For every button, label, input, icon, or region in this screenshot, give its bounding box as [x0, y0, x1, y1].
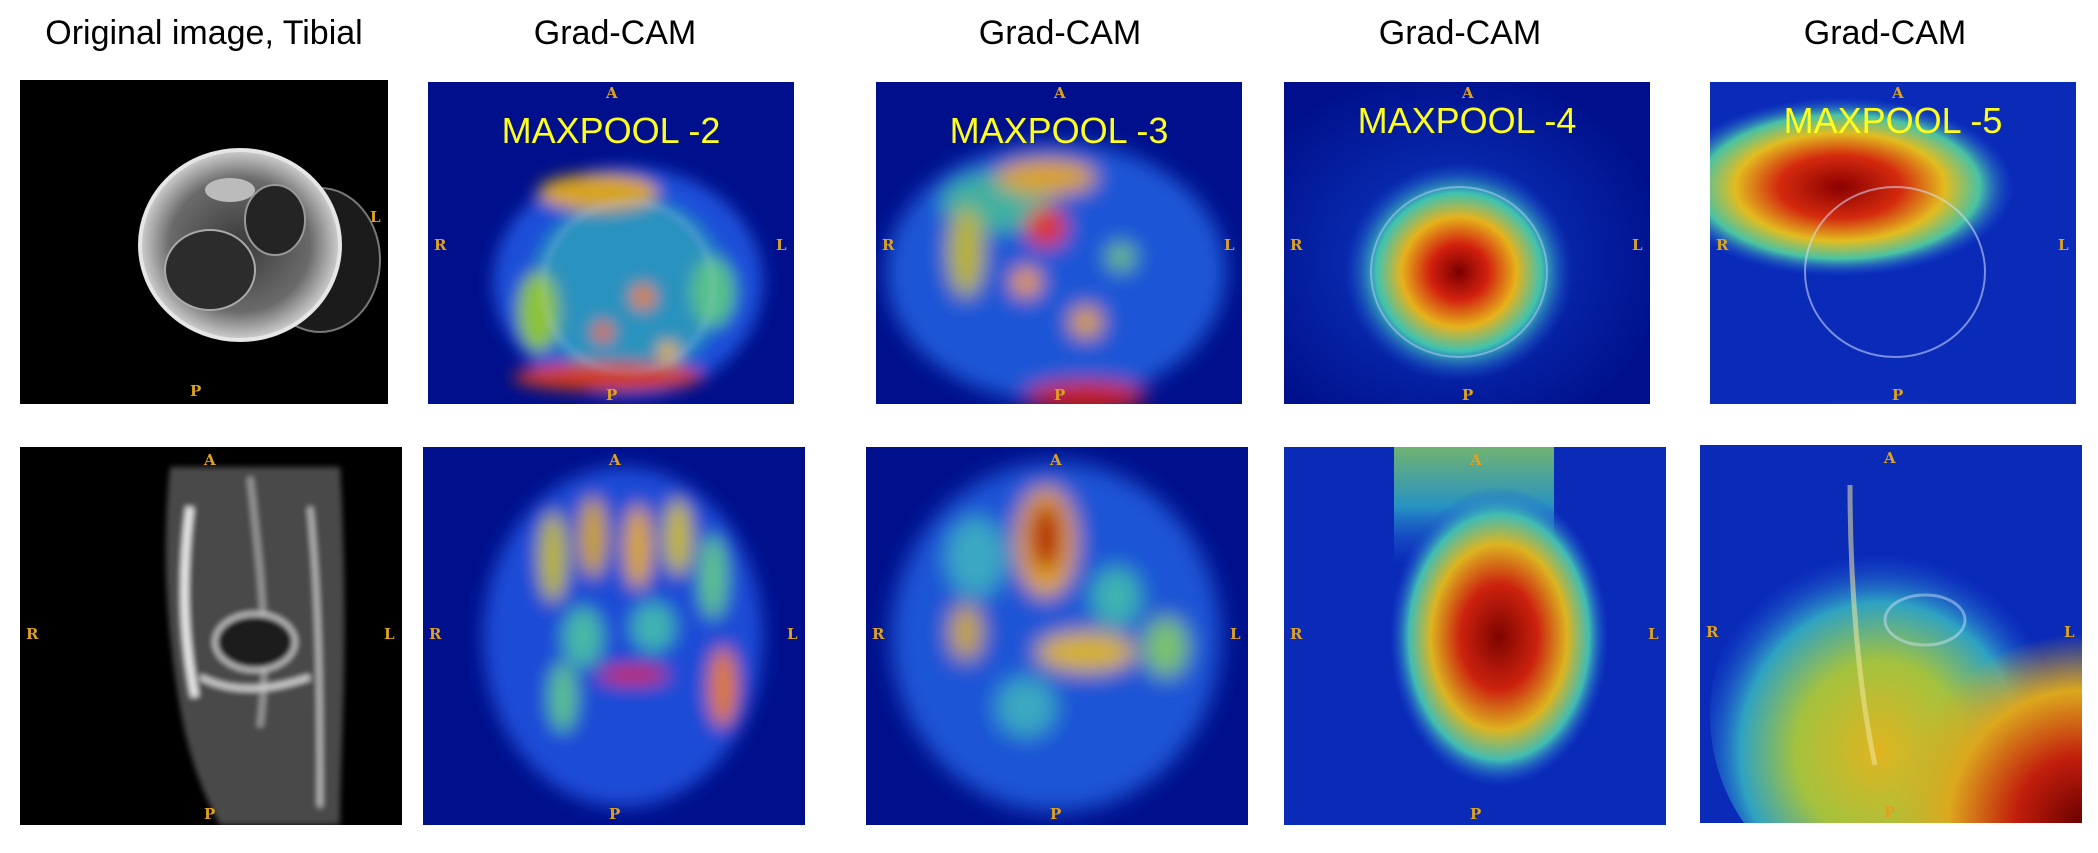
orientation-label-right: R	[1706, 623, 1719, 641]
orientation-label-left: L	[787, 625, 798, 643]
orientation-label-posterior: P	[190, 382, 202, 400]
orientation-label-left: L	[776, 236, 787, 254]
orientation-label-anterior: A	[1054, 84, 1066, 102]
orientation-label-posterior: P	[1054, 386, 1066, 404]
orientation-label-right: R	[1290, 625, 1303, 643]
column-title-gradcam-2: Grad-CAM	[978, 14, 1142, 52]
orientation-label-posterior: P	[1892, 386, 1904, 404]
layer-label-maxpool-4: MAXPOOL -4	[1357, 100, 1577, 141]
orientation-label-left: L	[1632, 236, 1643, 254]
orientation-label-posterior: P	[609, 805, 621, 823]
orientation-label-anterior: A	[609, 451, 621, 469]
orientation-label-posterior: P	[1470, 805, 1482, 823]
orientation-label-left: L	[384, 625, 395, 643]
orientation-label-anterior: A	[1050, 451, 1062, 469]
orientation-label-right: R	[434, 236, 447, 254]
orientation-label-anterior: A	[606, 84, 618, 102]
orientation-label-left: L	[370, 208, 381, 226]
gradcam-axial-maxpool-5: MAXPOOL -5 A R L P	[1710, 82, 2076, 404]
orientation-label-right: R	[872, 625, 885, 643]
orientation-label-anterior: A	[1892, 84, 1904, 102]
orientation-label-posterior: P	[1462, 386, 1474, 404]
gradcam-sagittal-maxpool-2: A R L P	[423, 447, 805, 825]
orientation-label-anterior: A	[204, 451, 216, 469]
orientation-label-left: L	[1648, 625, 1659, 643]
orientation-label-left: L	[2064, 623, 2075, 641]
orientation-label-right: R	[26, 625, 39, 643]
orientation-label-posterior: P	[204, 805, 216, 823]
layer-label-maxpool-2: MAXPOOL -2	[501, 110, 721, 151]
orientation-label-left: L	[2058, 236, 2069, 254]
gradcam-axial-maxpool-3: MAXPOOL -3 A R L P	[876, 82, 1242, 404]
orientation-label-anterior: A	[1470, 451, 1482, 469]
gradcam-axial-maxpool-4: MAXPOOL -4 A R L P	[1284, 82, 1650, 404]
gradcam-sagittal-maxpool-5: A R L P	[1700, 445, 2082, 823]
layer-label-maxpool-5: MAXPOOL -5	[1783, 100, 2003, 141]
orientation-label-anterior: A	[1462, 84, 1474, 102]
column-title-gradcam-4: Grad-CAM	[1803, 14, 1967, 52]
orientation-label-right: R	[1290, 236, 1303, 254]
orientation-label-right: R	[1716, 236, 1729, 254]
orientation-label-right: R	[429, 625, 442, 643]
orientation-label-anterior: A	[1884, 449, 1896, 467]
orientation-label-left: L	[1230, 625, 1241, 643]
original-sagittal-image: A R L P	[20, 447, 402, 825]
orientation-label-posterior: P	[1884, 803, 1896, 821]
gradcam-sagittal-maxpool-3: A R L P	[866, 447, 1248, 825]
column-title-original: Original image, Tibial	[45, 14, 363, 52]
orientation-label-right: R	[882, 236, 895, 254]
original-axial-image: L P	[20, 80, 388, 404]
orientation-label-posterior: P	[1050, 805, 1062, 823]
gradcam-sagittal-maxpool-4: A R L P	[1284, 447, 1666, 825]
column-title-gradcam-3: Grad-CAM	[1378, 14, 1542, 52]
layer-label-maxpool-3: MAXPOOL -3	[949, 110, 1169, 151]
orientation-label-left: L	[1224, 236, 1235, 254]
gradcam-axial-maxpool-2: MAXPOOL -2 A R L P	[428, 82, 794, 404]
orientation-label-posterior: P	[606, 386, 618, 404]
column-title-gradcam-1: Grad-CAM	[533, 14, 697, 52]
